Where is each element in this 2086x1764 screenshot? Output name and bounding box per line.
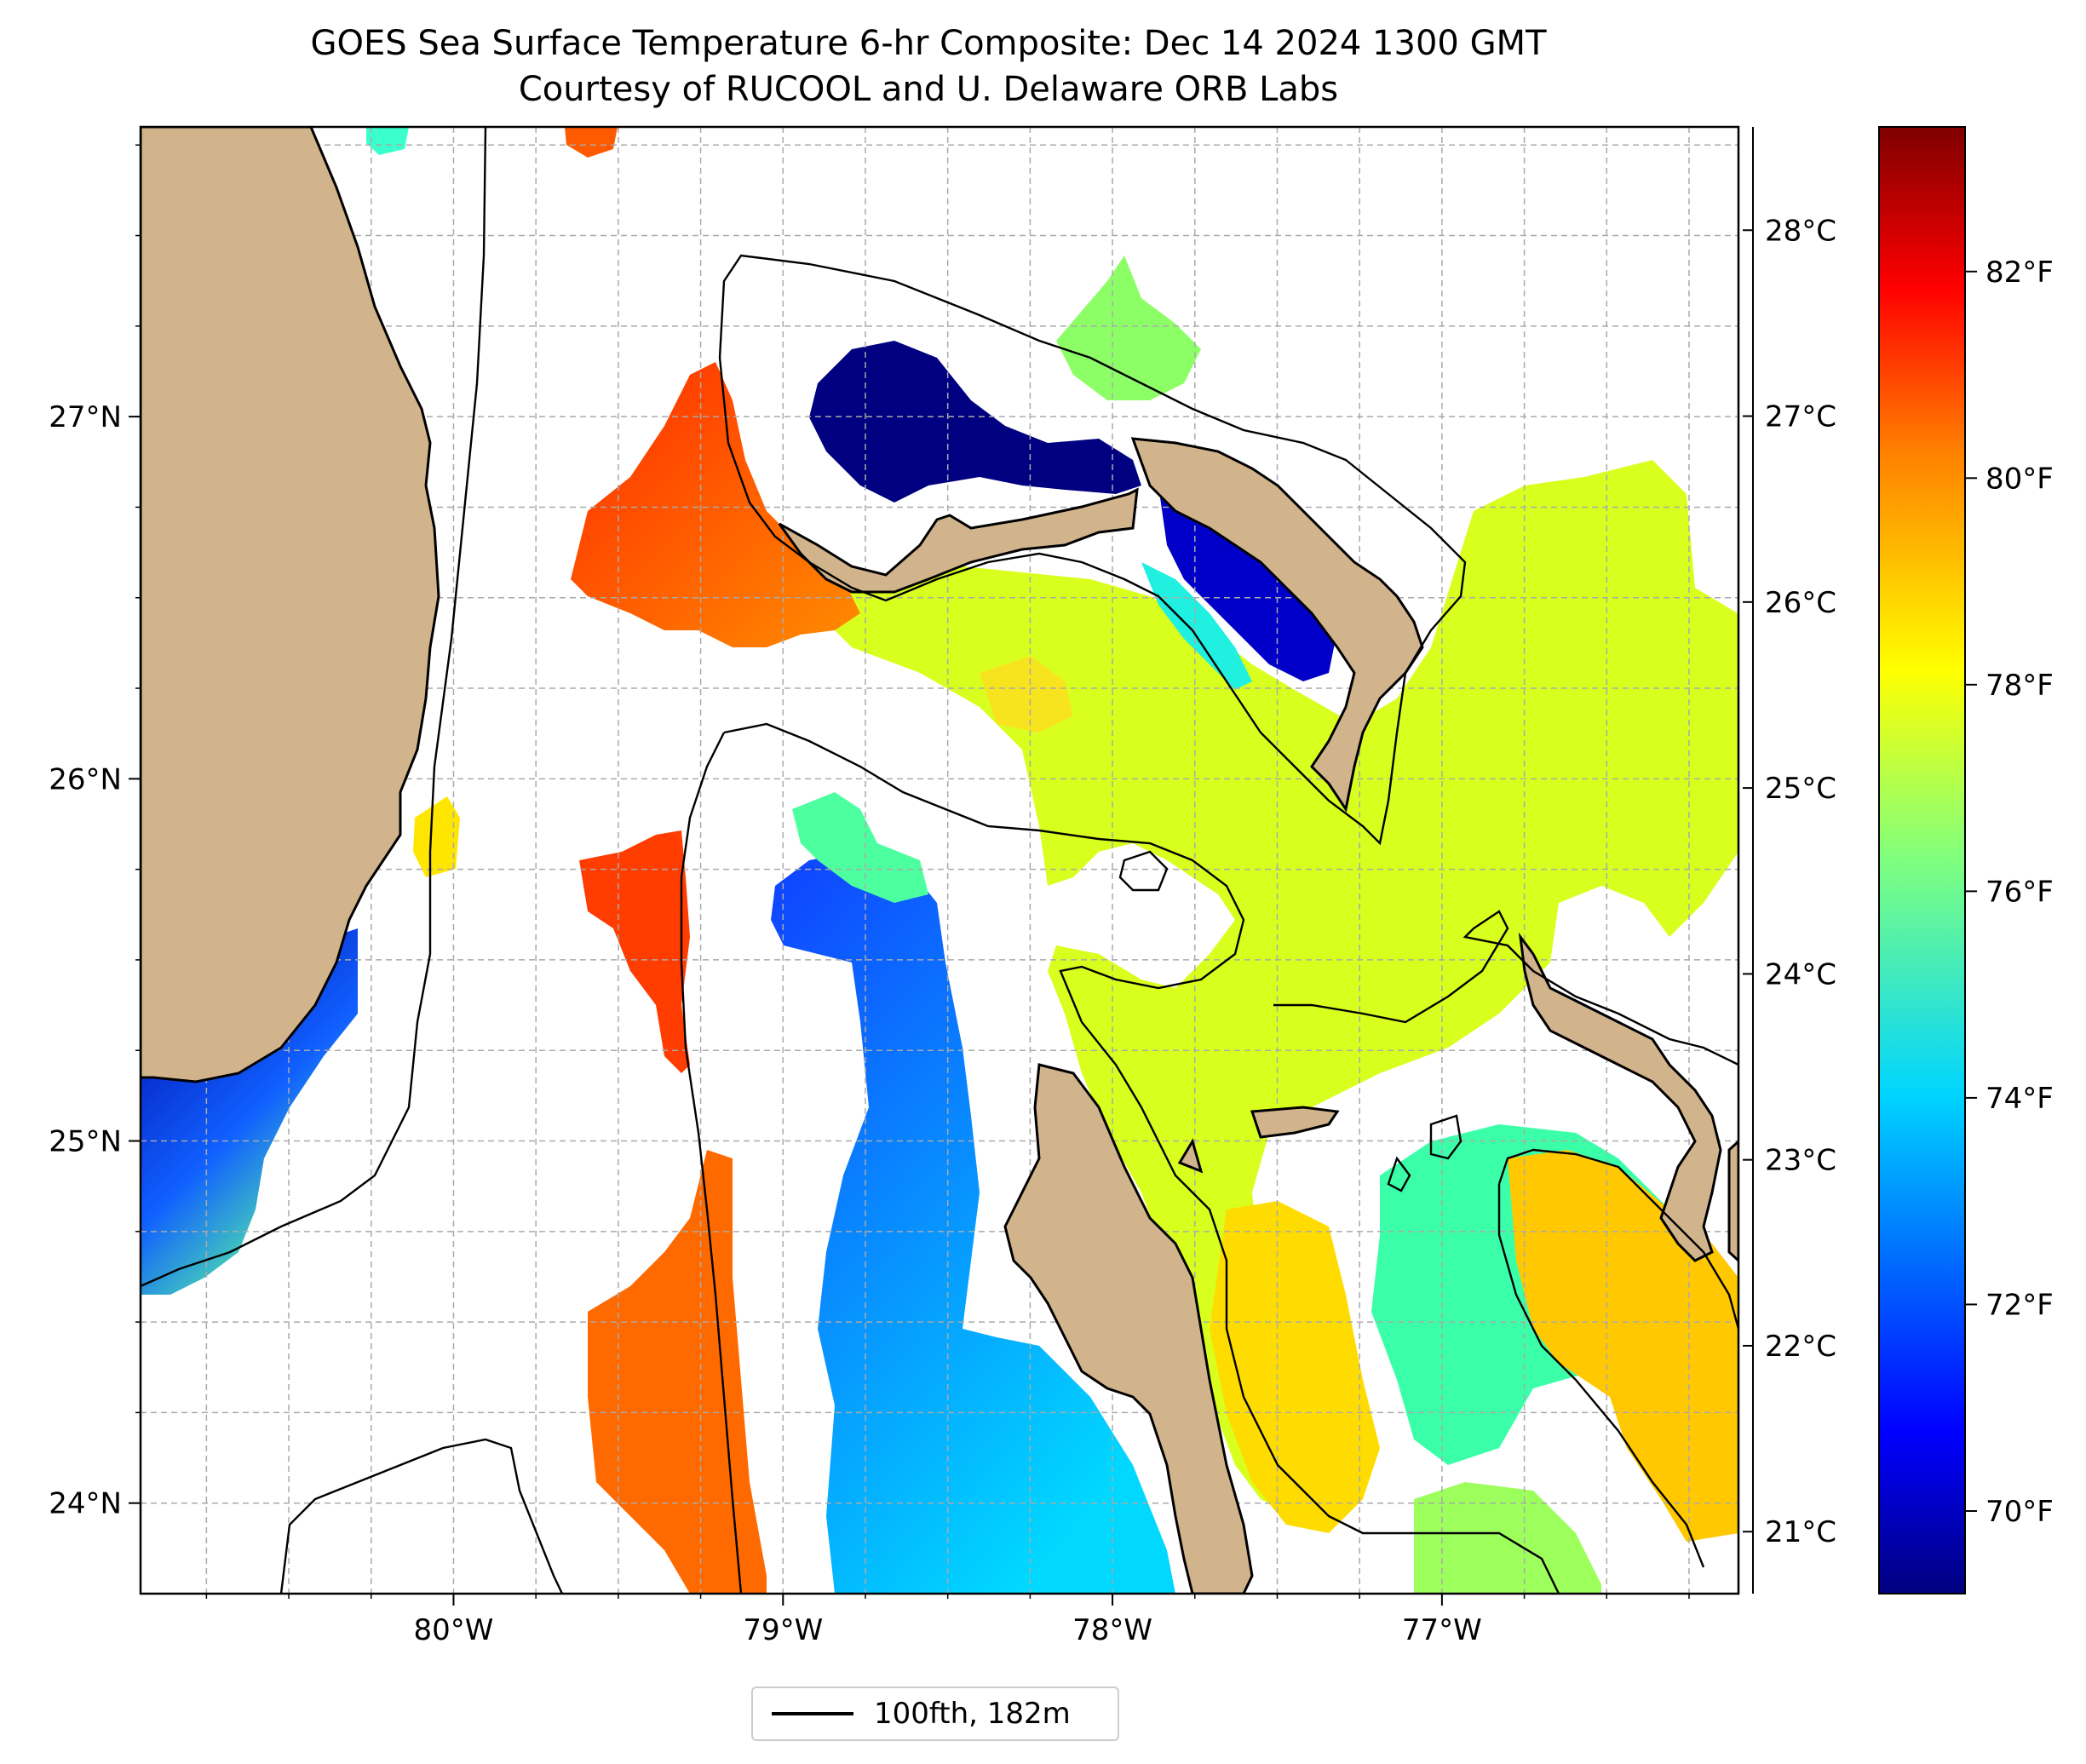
land-berry-islands bbox=[1250, 1106, 1340, 1139]
isobath-tongue-of-ocean bbox=[1497, 1148, 1738, 1330]
fahrenheit-tick-label: 82°F bbox=[1985, 256, 2054, 290]
isobath-florida-shelf bbox=[141, 127, 487, 1288]
fahrenheit-tick-label: 80°F bbox=[1985, 462, 2054, 496]
sst-field bbox=[141, 127, 1738, 1594]
isobath-small-ring bbox=[1118, 850, 1169, 892]
lat-tick-label: 27°N bbox=[49, 400, 122, 434]
land bbox=[141, 127, 1738, 1594]
sst-patch-orange-north bbox=[571, 362, 860, 647]
sst-patch-gold-center bbox=[980, 656, 1073, 733]
legend: 100fth, 182m bbox=[751, 1686, 1119, 1741]
isobath-tongue-west bbox=[680, 732, 743, 1594]
sst-patch-orange-top bbox=[565, 127, 618, 158]
isobath-ring-cay bbox=[1387, 1156, 1411, 1192]
land-andros bbox=[1003, 1063, 1254, 1594]
sst-patch-navy-north bbox=[809, 341, 1141, 503]
fahrenheit-axis: 70°F 72°F 74°F 76°F 78°F 80°F 82°F bbox=[1965, 256, 2054, 1529]
chart-subtitle: Courtesy of RUCOOL and U. Delaware ORB L… bbox=[518, 70, 1339, 109]
sst-patch-yellow-south-bank bbox=[1210, 1201, 1380, 1533]
fahrenheit-tick-label: 72°F bbox=[1985, 1288, 2054, 1322]
land-florida bbox=[141, 127, 440, 1083]
land-small-cay bbox=[1177, 1138, 1204, 1174]
celsius-tick-label: 28°C bbox=[1765, 214, 1836, 248]
colorbar bbox=[1878, 126, 1966, 1594]
isobath-providence-channel bbox=[1273, 910, 1738, 1066]
celsius-tick-label: 21°C bbox=[1765, 1515, 1836, 1549]
sst-patch-yellow-florida bbox=[413, 796, 460, 877]
latitude-axis: 24°N 25°N 26°N 27°N bbox=[49, 144, 141, 1521]
celsius-tick-label: 26°C bbox=[1765, 586, 1836, 620]
land-exumas bbox=[1727, 1139, 1738, 1263]
land-eleuthera bbox=[1518, 932, 1722, 1262]
land-grand-bahama bbox=[778, 487, 1139, 594]
legend-line-swatch bbox=[772, 1712, 853, 1715]
land-abaco bbox=[1130, 437, 1424, 813]
fahrenheit-tick-label: 78°F bbox=[1985, 669, 2054, 703]
sst-patch-green-north bbox=[1056, 256, 1201, 400]
map-area bbox=[141, 127, 1738, 1594]
lon-tick-label: 80°W bbox=[414, 1613, 494, 1647]
isobath-cuba-north bbox=[279, 1438, 564, 1594]
lon-tick-label: 79°W bbox=[743, 1613, 823, 1647]
sst-patch-cyan-south bbox=[792, 792, 928, 903]
fahrenheit-tick-label: 76°F bbox=[1985, 875, 2054, 909]
legend-label: 100fth, 182m bbox=[874, 1697, 1071, 1731]
celsius-tick-label: 22°C bbox=[1765, 1330, 1836, 1364]
isobath-ring-south bbox=[1429, 1114, 1462, 1160]
sst-patch-orange-southwest bbox=[588, 1150, 767, 1594]
celsius-tick-label: 23°C bbox=[1765, 1144, 1836, 1178]
lat-tick-label: 25°N bbox=[49, 1125, 122, 1159]
sst-patch-orange-west bbox=[579, 830, 690, 1073]
fahrenheit-tick-label: 74°F bbox=[1985, 1082, 2054, 1116]
lat-tick-label: 24°N bbox=[49, 1487, 122, 1521]
lon-tick-label: 78°W bbox=[1072, 1613, 1152, 1647]
sst-patch-cyan-top bbox=[366, 127, 409, 155]
lat-tick-label: 26°N bbox=[49, 762, 122, 796]
isobath-little-bahama-bank bbox=[718, 254, 1467, 846]
fahrenheit-tick-label: 70°F bbox=[1985, 1495, 2054, 1529]
sst-patch-cyan-strip bbox=[1141, 562, 1252, 690]
isobath-100fth bbox=[141, 127, 1738, 1594]
isobath-great-bahama-bank bbox=[723, 722, 1560, 1594]
celsius-tick-label: 25°C bbox=[1765, 772, 1836, 806]
celsius-tick-label: 27°C bbox=[1765, 400, 1836, 434]
sst-patch-blue-south bbox=[771, 852, 1175, 1594]
celsius-tick-label: 24°C bbox=[1765, 957, 1836, 991]
isobath-tongue-inner bbox=[1497, 1184, 1705, 1568]
lon-tick-label: 77°W bbox=[1402, 1613, 1482, 1647]
chart-title: GOES Sea Surface Temperature 6-hr Compos… bbox=[310, 24, 1547, 63]
map-frame bbox=[139, 125, 1740, 1595]
longitude-axis: 80°W 79°W 78°W 77°W bbox=[205, 1594, 1690, 1647]
celsius-axis: 21°C 22°C 23°C 24°C 25°C 26°C 27°C 28°C bbox=[1743, 127, 1836, 1594]
